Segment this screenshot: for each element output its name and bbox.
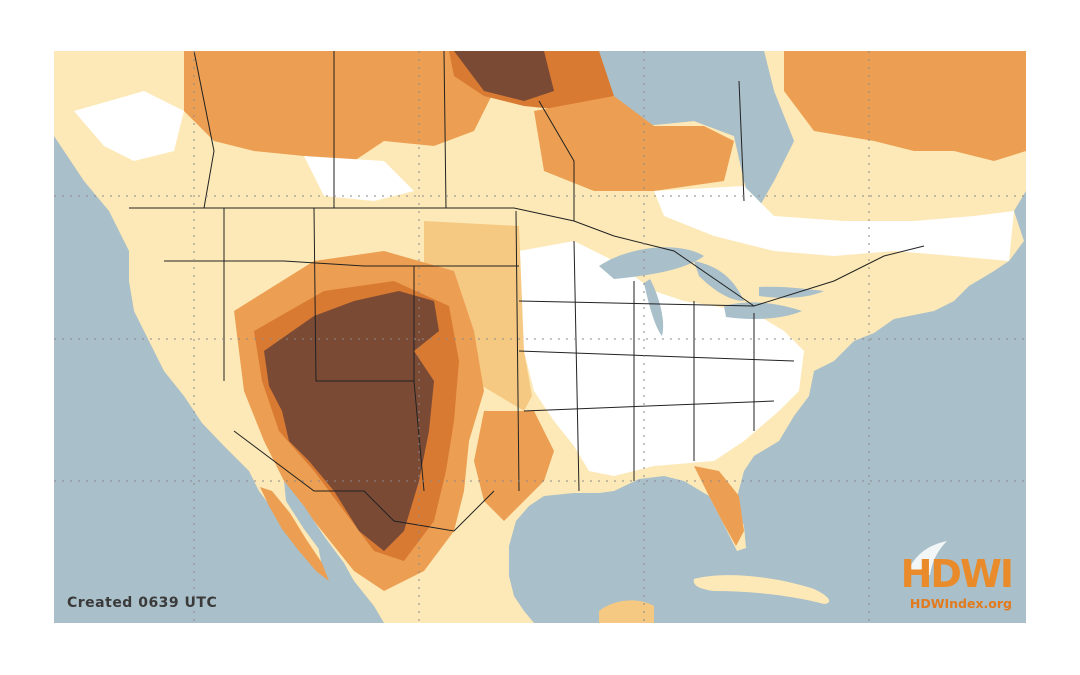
baja-california: [260, 487, 329, 581]
hdwi-logo[interactable]: HDWI HDWIndex.org: [900, 537, 1014, 611]
canada-white-band: [654, 186, 1014, 261]
bc-white: [74, 91, 184, 161]
eastern-us-white: [516, 241, 804, 476]
florida-medium: [694, 466, 744, 546]
logo-wordmark: HDWI: [900, 552, 1014, 596]
swoosh-icon: [907, 541, 947, 575]
prairie-white: [304, 156, 414, 201]
texas-medium: [474, 411, 554, 521]
logo-url[interactable]: HDWIndex.org: [909, 596, 1012, 611]
created-timestamp: Created 0639 UTC: [67, 595, 218, 611]
quebec-hot: [784, 51, 1026, 161]
canada-dark-core: [454, 51, 554, 101]
hdwi-map: Created 0639 UTC HDWI HDWIndex.org: [54, 51, 1026, 623]
hudson-bay: [599, 51, 794, 211]
yucatan: [599, 600, 654, 623]
ontario-warm: [534, 96, 734, 191]
great-plains-light: [424, 221, 532, 411]
gulf-of-california: [284, 481, 354, 581]
canada-west-hot: [184, 51, 494, 161]
cuba: [693, 575, 830, 604]
map-canvas: [54, 51, 1026, 623]
southwest-extreme: [264, 291, 439, 551]
